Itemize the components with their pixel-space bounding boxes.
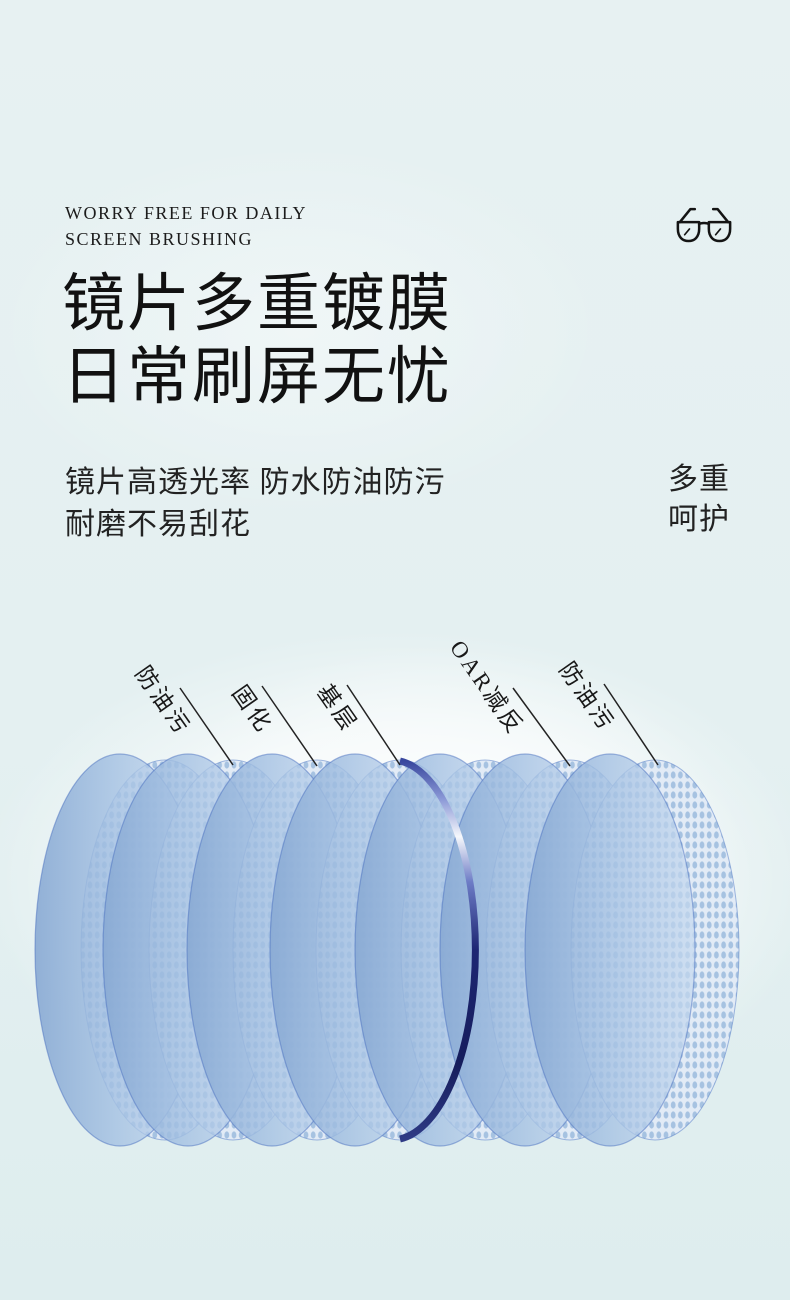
lens-coating-diagram: 防油污 固化 基层 OAR减反 防油污 <box>0 630 790 1147</box>
leader-line <box>346 684 401 766</box>
leader-line <box>512 687 571 767</box>
leader-line <box>261 685 318 767</box>
title-line-2: 日常刷屏无忧 <box>62 342 452 412</box>
subtitle-line-2: 耐磨不易刮花 <box>65 508 251 541</box>
side-note: 多重 呵护 <box>668 460 730 540</box>
glasses-right-lens <box>707 220 732 243</box>
subtitle: 镜片高透光率 防水防油防污 耐磨不易刮花 <box>65 462 446 546</box>
side-note-line-1: 多重 <box>668 463 730 496</box>
right-lens-highlight <box>714 228 722 236</box>
eyebrow-heading: WORRY FREE FOR DAILY SCREEN BRUSHING <box>65 200 307 252</box>
glasses-left-temple <box>678 207 697 224</box>
glasses-icon <box>676 207 732 243</box>
glasses-left-lens <box>676 220 701 243</box>
left-lens-highlight <box>683 228 691 236</box>
glasses-bridge <box>697 221 711 226</box>
leader-line <box>603 683 659 766</box>
page-title: 镜片多重镀膜 日常刷屏无忧 <box>62 268 452 414</box>
subtitle-line-1: 镜片高透光率 防水防油防污 <box>65 466 446 499</box>
glasses-right-temple <box>711 207 730 224</box>
side-note-line-2: 呵护 <box>668 503 730 536</box>
title-line-1: 镜片多重镀膜 <box>62 269 452 339</box>
leader-line <box>179 687 234 766</box>
eyebrow-line-2: SCREEN BRUSHING <box>65 229 254 249</box>
lens-layer-7 <box>524 753 740 1147</box>
eyebrow-line-1: WORRY FREE FOR DAILY <box>65 203 308 223</box>
anti-reflective-dark-edge <box>399 757 479 1143</box>
